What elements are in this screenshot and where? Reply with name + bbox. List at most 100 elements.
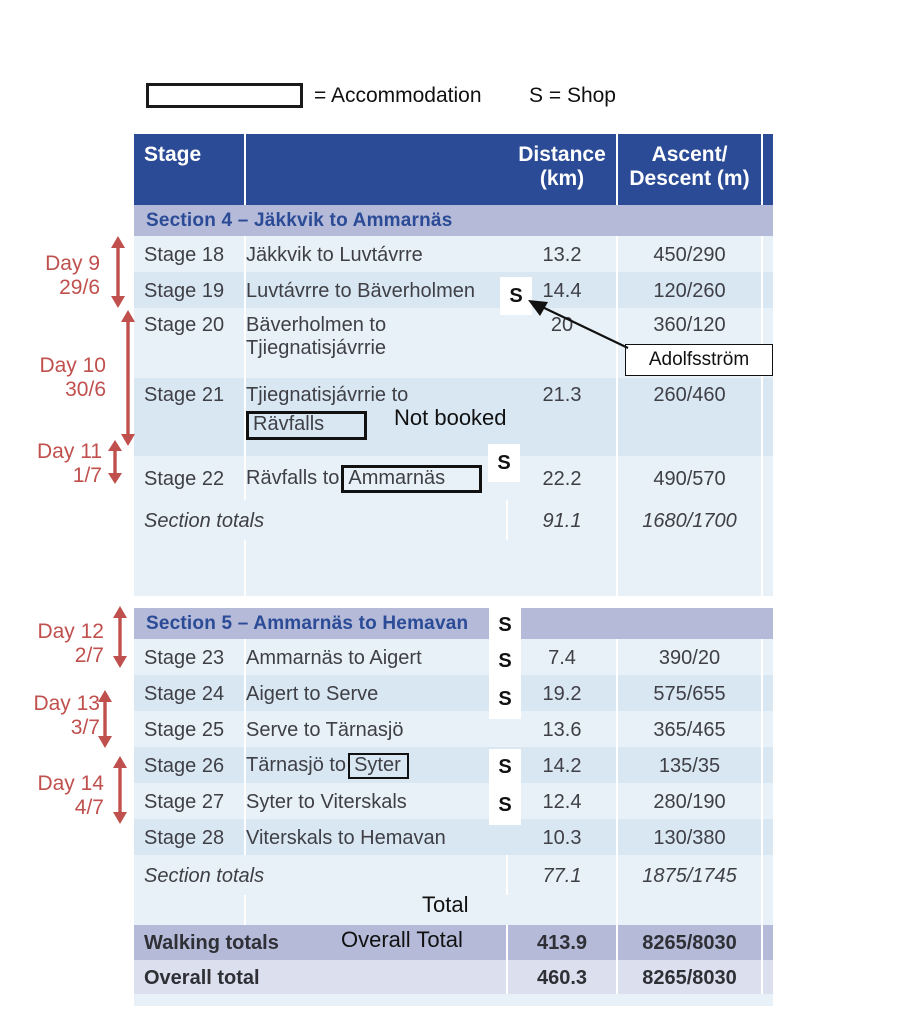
section-totals-row-4: Section totals 91.1 1680/1700 — [134, 500, 773, 540]
row-distance: 13.2 — [508, 236, 618, 272]
row-extra-col — [763, 456, 773, 500]
row-stage: Stage 21 — [134, 378, 246, 456]
day-label: Day 9 — [45, 252, 100, 275]
total-overlay-label: Total — [422, 892, 469, 917]
row-ascent-descent: 450/290 — [618, 236, 763, 272]
section-header-row-4: Section 4 – Jäkkvik to Ammarnäs — [134, 205, 773, 236]
day-annotation-10: Day 10 30/6 — [16, 354, 106, 402]
row-ascent-descent: 280/190 — [618, 783, 763, 819]
table-row[interactable]: Stage 22 Rävfalls to Ammarnäs 22.2 490/57… — [134, 456, 773, 500]
spacer-stage — [134, 895, 246, 925]
row-extra-col — [763, 540, 773, 596]
row-description: Tjiegnatisjávrrie to Rävfalls — [246, 378, 508, 456]
row-ascent-descent: 390/20 — [618, 639, 763, 675]
stage-table: Stage Distance (km) Ascent/ Descent (m) … — [134, 134, 773, 1006]
row-description: Ammarnäs to Aigert — [246, 646, 422, 669]
section-totals-label: Section totals — [134, 500, 508, 540]
table-row[interactable]: Stage 24 Aigert to Serve 19.2 575/655 — [134, 675, 773, 711]
row-stage: Stage 28 — [134, 819, 246, 855]
not-booked-note: Not booked — [394, 405, 507, 430]
day-12-range-arrow — [113, 606, 127, 668]
row-description: Serve to Tärnasjö — [246, 718, 404, 741]
row-stage: Stage 23 — [134, 639, 246, 675]
shop-marker-stage24: S — [489, 643, 521, 679]
table-row[interactable]: Stage 26 Tärnasjö to Syter 14.2 135/35 — [134, 747, 773, 783]
overall-total-overlay-label: Overall Total — [341, 927, 463, 952]
day-annotation-14: Day 14 4/7 — [18, 772, 104, 820]
header-description — [246, 134, 508, 205]
section-gap — [134, 596, 773, 608]
row-description: Syter to Viterskals — [246, 790, 407, 813]
table-row[interactable]: Stage 23 Ammarnäs to Aigert 7.4 390/20 — [134, 639, 773, 675]
header-ascent-line1: Ascent/ — [651, 143, 728, 166]
table-row[interactable]: Stage 25 Serve to Tärnasjö 13.6 365/465 — [134, 711, 773, 747]
row-extra-col — [763, 925, 773, 960]
row-distance: 10.3 — [508, 819, 618, 855]
row-description-line1: Tjiegnatisjávrrie to — [246, 384, 409, 406]
walking-totals-label: Walking totals — [134, 925, 508, 960]
table-row[interactable]: Stage 18 Jäkkvik to Luvtávrre 13.2 450/2… — [134, 236, 773, 272]
row-description-line2: Tjiegnatisjávrrie — [246, 337, 387, 359]
table-row[interactable]: Stage 28 Viterskals to Hemavan 10.3 130/… — [134, 819, 773, 855]
row-extra-col — [763, 639, 773, 675]
row-distance: 13.6 — [508, 711, 618, 747]
section-title-4: Section 4 – Jäkkvik to Ammarnäs — [146, 209, 453, 231]
row-description: Aigert to Serve — [246, 682, 379, 705]
row-description: Bäverholmen to Tjiegnatisjávrrie — [246, 308, 508, 378]
legend: = Accommodation S = Shop — [146, 76, 766, 116]
shop-marker-stage25: S — [489, 679, 521, 719]
day-label: Day 12 — [37, 620, 104, 643]
spacer-stage — [134, 540, 246, 596]
row-ascent-descent: 360/120 — [618, 308, 763, 378]
row-extra-col — [763, 378, 773, 456]
row-distance: 14.2 — [508, 747, 618, 783]
table-row[interactable]: Stage 19 Luvtávrre to Bäverholmen 14.4 1… — [134, 272, 773, 308]
boxed-accommodation-ravfalls: Rävfalls — [246, 411, 368, 440]
table-bottom-edge — [134, 994, 773, 1006]
accommodation-swatch-box — [146, 83, 303, 108]
shop-marker-stage19: S — [500, 277, 532, 315]
spacer-desc — [246, 895, 508, 925]
row-stage: Stage 26 — [134, 747, 246, 783]
boxed-accommodation-ammarnas: Ammarnäs — [341, 464, 483, 494]
row-stage: Stage 22 — [134, 456, 246, 500]
section-totals-label: Section totals — [134, 855, 508, 895]
pre-totals-spacer — [134, 895, 773, 925]
row-ascent-descent: 130/380 — [618, 819, 763, 855]
row-description: Jäkkvik to Luvtávrre — [246, 243, 423, 266]
row-description-line1: Bäverholmen to — [246, 314, 387, 336]
shop-marker-stage23: S — [489, 607, 521, 643]
row-distance: 22.2 — [508, 456, 618, 500]
day-date: 1/7 — [72, 464, 102, 488]
day-9-range-arrow — [111, 236, 125, 308]
section-spacer-row — [134, 540, 773, 596]
spacer-asc — [618, 895, 763, 925]
row-description: Luvtávrre to Bäverholmen — [246, 279, 476, 302]
section-totals-ascent: 1680/1700 — [618, 500, 763, 540]
row-distance: 14.4 — [508, 272, 618, 308]
spacer-dist — [508, 540, 618, 596]
shop-marker-stage22: S — [488, 444, 520, 482]
day-label: Day 10 — [39, 354, 106, 377]
row-stage: Stage 24 — [134, 675, 246, 711]
row-extra-col — [763, 500, 773, 540]
walking-totals-ascent: 8265/8030 — [618, 925, 763, 960]
row-ascent-descent: 135/35 — [618, 747, 763, 783]
row-stage: Stage 18 — [134, 236, 246, 272]
day-label: Day 14 — [37, 772, 104, 795]
row-extra-col — [763, 675, 773, 711]
day-date: 29/6 — [59, 276, 100, 300]
row-ascent-descent: 365/465 — [618, 711, 763, 747]
day-annotation-9: Day 9 29/6 — [20, 252, 100, 300]
table-row[interactable]: Stage 21 Tjiegnatisjávrrie to Rävfalls 2… — [134, 378, 773, 456]
header-ascent-descent: Ascent/ Descent (m) — [618, 134, 763, 205]
row-extra-col — [763, 711, 773, 747]
row-stage: Stage 19 — [134, 272, 246, 308]
walking-totals-distance: 413.9 — [508, 925, 618, 960]
table-row[interactable]: Stage 27 Syter to Viterskals 12.4 280/19… — [134, 783, 773, 819]
shop-marker-stage28: S — [489, 785, 521, 825]
row-distance: 19.2 — [508, 675, 618, 711]
adolfsstrom-callout: Adolfsström — [625, 344, 773, 376]
spacer-asc — [618, 540, 763, 596]
overall-total-row: Overall total 460.3 8265/8030 — [134, 960, 773, 994]
